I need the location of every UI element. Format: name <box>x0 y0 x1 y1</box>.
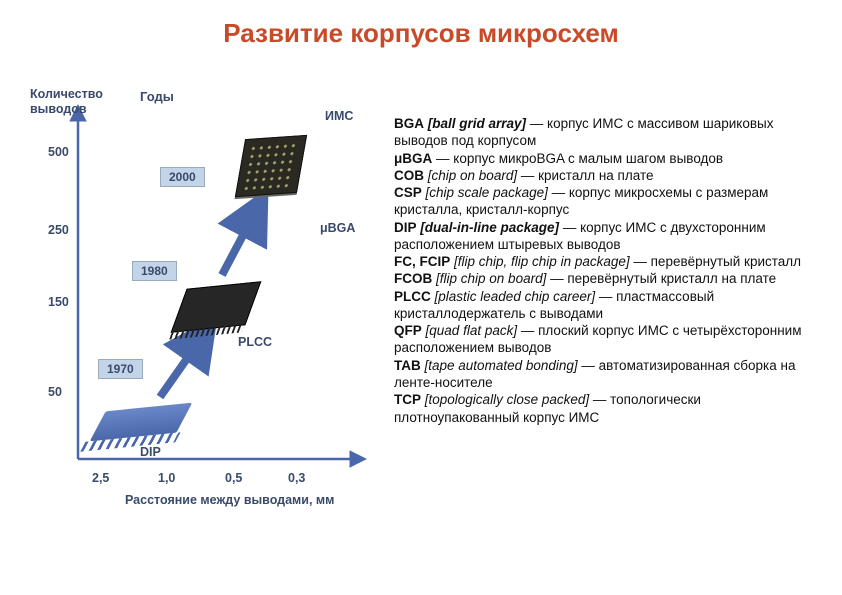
year-tag: 2000 <box>160 167 205 187</box>
y-tick: 50 <box>48 385 62 399</box>
x-tick: 2,5 <box>92 471 109 485</box>
years-label: Годы <box>140 89 174 104</box>
y-axis-label: Количество выводов <box>30 87 103 117</box>
bga-chip-icon <box>235 135 307 197</box>
x-tick: 1,0 <box>158 471 175 485</box>
definition-item: PLCC [plastic leaded chip career] — плас… <box>394 288 822 323</box>
x-axis-label: Расстояние между выводами, мм <box>125 493 334 507</box>
year-tag: 1970 <box>98 359 143 379</box>
definition-item: μBGA — корпус микроBGA с малым шагом выв… <box>394 150 822 167</box>
definitions-list: BGA [ball grid array] — корпус ИМС с мас… <box>390 87 822 426</box>
x-tick: 0,5 <box>225 471 242 485</box>
package-label: μBGA <box>320 221 355 235</box>
x-tick: 0,3 <box>288 471 305 485</box>
content-row: Количество выводов Годы Расстояние между… <box>0 57 842 507</box>
definition-item: COB [chip on board] — кристалл на плате <box>394 167 822 184</box>
definition-item: FC, FCIP [flip chip, flip chip in packag… <box>394 253 822 270</box>
definition-item: TCP [topologically close packed] — топол… <box>394 391 822 426</box>
page-title: Развитие корпусов микросхем <box>0 0 842 57</box>
definition-item: DIP [dual-in-line package] — корпус ИМС … <box>394 219 822 254</box>
definition-item: CSP [chip scale package] — корпус микрос… <box>394 184 822 219</box>
definition-item: BGA [ball grid array] — корпус ИМС с мас… <box>394 115 822 150</box>
definition-item: FCOB [flip chip on board] — перевёрнутый… <box>394 270 822 287</box>
package-label: DIP <box>140 445 161 459</box>
evolution-chart: Количество выводов Годы Расстояние между… <box>30 87 390 507</box>
package-label: PLCC <box>238 335 272 349</box>
year-tag: 1980 <box>132 261 177 281</box>
definition-item: TAB [tape automated bonding] — автоматиз… <box>394 357 822 392</box>
y-tick: 150 <box>48 295 69 309</box>
y-tick: 500 <box>48 145 69 159</box>
definition-item: QFP [quad flat pack] — плоский корпус ИМ… <box>394 322 822 357</box>
y-tick: 250 <box>48 223 69 237</box>
package-label: ИМС <box>325 109 353 123</box>
